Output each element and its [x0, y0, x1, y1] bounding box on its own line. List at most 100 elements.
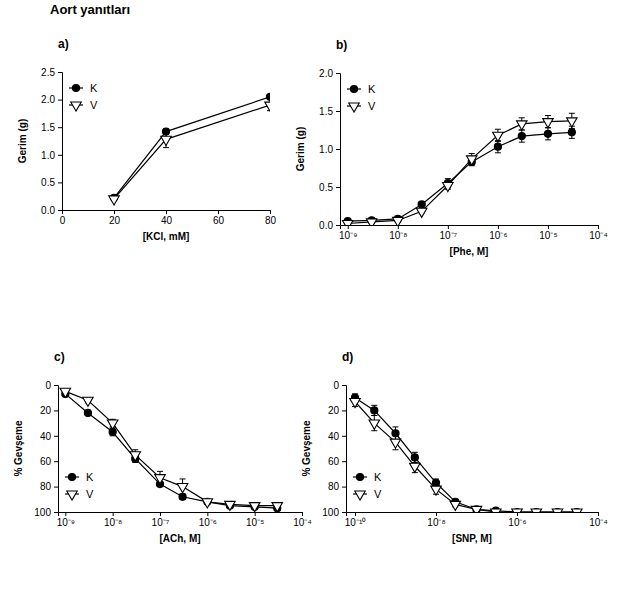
tick: 10⁻⁶	[199, 512, 217, 528]
panel: c)10⁻⁹10⁻⁸10⁻⁷10⁻⁶10⁻⁵10⁻⁴020406080100[A…	[13, 350, 312, 544]
error-bar-cap	[445, 178, 451, 179]
tick-mark	[58, 72, 62, 73]
legend-marker	[68, 473, 75, 480]
tick-label: 80	[265, 215, 277, 226]
tick-label: 40	[40, 431, 52, 442]
tick-mark	[58, 210, 62, 211]
tick: 10⁻⁸	[427, 512, 445, 528]
x-axis: 020406080	[60, 210, 277, 226]
tick: 0	[45, 380, 58, 391]
tick-label: 1.0	[41, 150, 55, 161]
tick-label: 10⁻⁷	[439, 230, 457, 241]
error-bar-cap	[412, 459, 418, 460]
marker	[518, 133, 525, 140]
series-line	[114, 105, 270, 199]
marker	[109, 196, 120, 205]
x-axis: 10⁻⁹10⁻⁸10⁻⁷10⁻⁶10⁻⁵10⁻⁴	[57, 512, 312, 528]
axis-line	[63, 211, 271, 215]
tick: 1.5	[319, 106, 340, 117]
tick-label: 1.5	[41, 122, 55, 133]
legend-label: K	[374, 471, 382, 483]
tick-label: 60	[213, 215, 225, 226]
tick: 10⁻⁵	[246, 512, 264, 528]
tick: 80	[40, 481, 58, 492]
tick: 40	[328, 431, 346, 442]
tick: 100	[34, 507, 58, 518]
tick-mark	[342, 487, 346, 488]
marker	[342, 220, 353, 225]
marker	[177, 484, 188, 493]
legend: KV	[347, 83, 376, 112]
legend-entry: K	[347, 83, 376, 95]
x-axis: 10⁻⁹10⁻⁸10⁻⁷10⁻⁶10⁻⁵10⁻⁴	[339, 225, 608, 241]
marker	[567, 118, 578, 127]
tick: 20	[109, 210, 121, 226]
legend-label: V	[86, 488, 94, 500]
tick-label: 10⁻⁴	[589, 517, 607, 528]
figure: Aort yanıtlarıa)0204060800.00.51.01.52.0…	[0, 0, 628, 601]
axis-line	[54, 386, 59, 513]
y-axis-title: % Gevşeme	[301, 420, 312, 477]
marker	[155, 475, 166, 484]
error-bar-cap	[495, 152, 501, 153]
marker	[411, 454, 418, 461]
tick-mark	[114, 210, 115, 214]
axis-line	[59, 513, 303, 517]
marker	[84, 409, 91, 416]
legend-marker	[349, 103, 360, 112]
series-line	[65, 391, 277, 505]
plot-area	[342, 113, 577, 225]
tick-mark	[54, 410, 58, 411]
tick-label: 1.5	[319, 106, 333, 117]
panel-title: c)	[54, 350, 65, 364]
tick: 1.0	[319, 144, 340, 155]
panel-title: d)	[342, 350, 353, 364]
legend-marker	[72, 84, 79, 91]
marker	[544, 130, 551, 137]
y-axis: 0.00.51.01.52.02.5	[41, 67, 62, 216]
tick-mark	[54, 436, 58, 437]
tick-label: 10⁻⁶	[489, 230, 507, 241]
series	[350, 396, 582, 512]
tick-mark	[336, 225, 340, 226]
x-axis-title: [ACh, M]	[159, 533, 200, 544]
error-bar	[371, 405, 377, 415]
tick-label: 2.5	[41, 67, 55, 78]
plot-area	[60, 388, 282, 511]
tick: 100	[322, 507, 346, 518]
tick-label: 60	[328, 456, 340, 467]
error-bar-cap	[569, 113, 575, 114]
series	[344, 126, 575, 225]
marker	[471, 506, 482, 512]
tick-mark	[54, 385, 58, 386]
error-bar-cap	[180, 494, 186, 495]
panel: a)0204060800.00.51.01.52.02.5[KCl, mM]Ge…	[17, 37, 276, 242]
tick-mark	[342, 385, 346, 386]
series-line	[355, 402, 577, 512]
tick-label: 10⁻⁸	[427, 517, 445, 528]
marker	[266, 93, 270, 100]
legend-entry: V	[353, 488, 382, 500]
tick-label: 10⁻⁴	[589, 230, 607, 241]
error-bar-cap	[519, 117, 525, 118]
legend-marker	[67, 491, 78, 500]
axis-line	[347, 513, 599, 517]
tick-label: 40	[161, 215, 173, 226]
series-line	[114, 97, 270, 198]
tick-mark	[398, 225, 399, 229]
error-bar-cap	[132, 449, 138, 450]
marker	[130, 452, 141, 461]
error-bar-cap	[433, 484, 439, 485]
series	[62, 390, 281, 511]
figure-title: Aort yanıtları	[50, 2, 130, 17]
marker	[265, 102, 270, 111]
error-bar-cap	[180, 478, 186, 479]
tick-label: 10⁻⁹	[339, 230, 357, 241]
legend-entry: K	[353, 471, 382, 483]
tick-mark	[270, 210, 271, 214]
marker	[517, 121, 528, 130]
series	[109, 100, 270, 205]
tick: 10⁻⁴	[589, 225, 607, 241]
tick-mark	[342, 436, 346, 437]
axis-line	[58, 73, 63, 211]
